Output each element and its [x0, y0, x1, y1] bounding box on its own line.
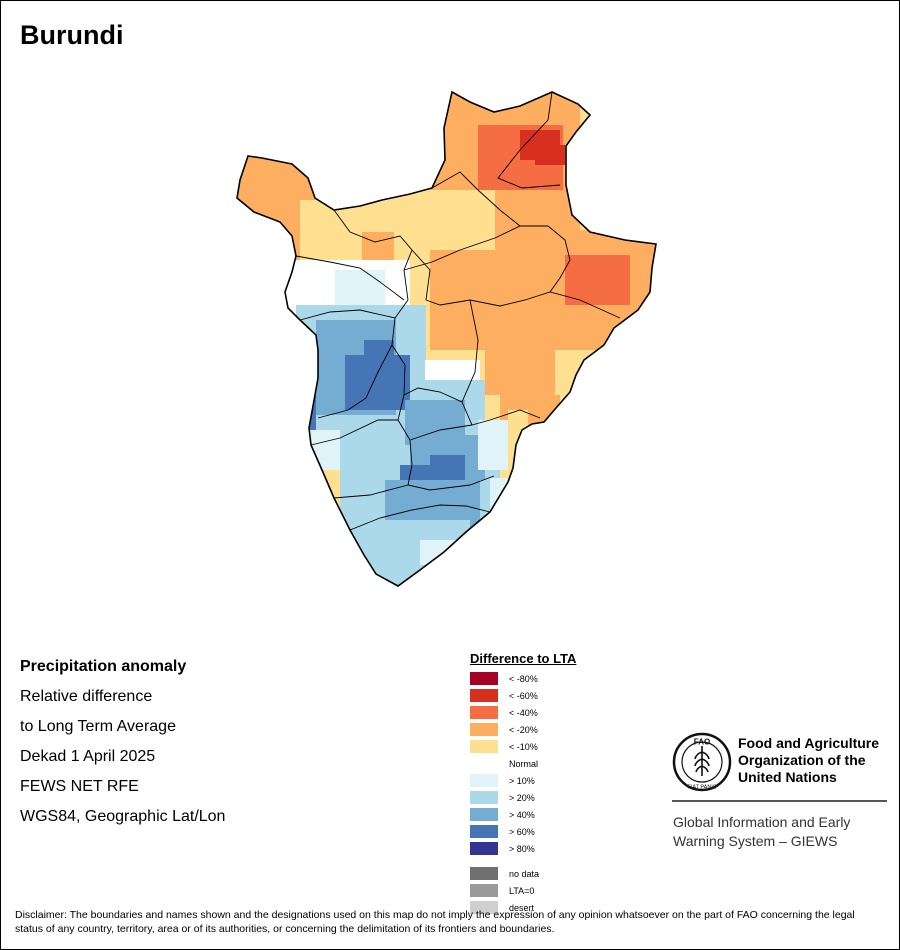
legend-label: > 40%	[509, 809, 535, 820]
legend-item: desert	[470, 899, 650, 916]
province-boundary	[461, 299, 479, 403]
org-name-line: United Nations	[738, 769, 837, 785]
legend-label: < -10%	[509, 741, 538, 752]
province-boundary	[333, 484, 409, 499]
legend-swatch	[470, 740, 498, 753]
legend-swatch	[470, 867, 498, 880]
legend-item: < -10%	[470, 738, 650, 755]
province-boundary	[497, 91, 561, 189]
legend-swatch	[470, 757, 498, 770]
org-name-line: Food and Agriculture	[738, 735, 880, 751]
legend-item: no data	[470, 865, 650, 882]
legend-swatch	[470, 672, 498, 685]
anomaly-cell	[478, 420, 508, 470]
province-boundary	[317, 317, 396, 419]
legend-label: > 10%	[509, 775, 535, 786]
anomaly-map	[236, 90, 657, 587]
anomaly-cell	[508, 410, 528, 480]
legend-item: < -20%	[470, 721, 650, 738]
legend-label: LTA=0	[509, 885, 535, 896]
anomaly-cell	[565, 255, 630, 305]
legend: Difference to LTA < -80% < -60% < -40% < -2…	[470, 651, 650, 916]
giews-label: Global Information and Early Warning Sys…	[673, 813, 850, 851]
legend-swatch	[470, 791, 498, 804]
province-boundary	[299, 299, 409, 321]
legend-swatch	[470, 706, 498, 719]
info-projection: WGS84, Geographic Lat/Lon	[20, 808, 226, 825]
legend-item: > 80%	[470, 840, 650, 857]
legend-label: < -60%	[509, 690, 538, 701]
province-boundary	[310, 419, 398, 446]
legend-label: < -20%	[509, 724, 538, 735]
fao-logo-motto: FIAT PANIS	[687, 785, 716, 791]
giews-line: Warning System – GIEWS	[673, 833, 838, 849]
anomaly-cell	[360, 520, 470, 586]
legend-swatch	[470, 884, 498, 897]
province-boundary	[349, 504, 491, 531]
legend-label: > 80%	[509, 843, 535, 854]
legend-item: > 60%	[470, 823, 650, 840]
legend-swatch	[470, 901, 498, 914]
info-date: Dekad 1 April 2025	[20, 748, 156, 765]
legend-label: Normal	[509, 758, 539, 769]
province-boundary	[403, 225, 571, 293]
anomaly-cell	[335, 270, 385, 310]
fao-logo-icon: FAO FIAT PANIS	[672, 732, 732, 792]
province-boundary	[411, 249, 621, 319]
legend-label: < -40%	[509, 707, 538, 718]
legend-swatch	[470, 808, 498, 821]
anomaly-cell	[485, 330, 555, 395]
legend-item: < -80%	[470, 670, 650, 687]
legend-swatch	[470, 774, 498, 787]
map-info: Precipitation anomaly Relative differenc…	[20, 656, 350, 836]
legend-special: no data LTA=0 desert	[470, 865, 650, 916]
legend-swatch	[470, 723, 498, 736]
legend-label: > 20%	[509, 792, 535, 803]
legend-label: > 60%	[509, 826, 535, 837]
info-heading: Precipitation anomaly	[20, 658, 187, 675]
legend-swatch	[470, 842, 498, 855]
province-boundary	[431, 171, 521, 227]
anomaly-cell	[364, 340, 394, 365]
legend-swatch	[470, 825, 498, 838]
legend-swatch	[470, 689, 498, 702]
info-line: to Long Term Average	[20, 718, 176, 735]
legend-item: LTA=0	[470, 882, 650, 899]
province-boundaries	[295, 91, 621, 531]
anomaly-cell	[410, 190, 495, 250]
anomaly-cell	[535, 145, 565, 165]
map-title: Burundi	[20, 20, 124, 50]
org-name-line: Organization of the	[738, 752, 866, 768]
legend-classes: < -80% < -60% < -40% < -20% < -10% Normal > 10…	[470, 670, 650, 857]
province-boundary	[295, 255, 405, 301]
legend-item: > 20%	[470, 789, 650, 806]
legend-item: < -40%	[470, 704, 650, 721]
legend-item: > 10%	[470, 772, 650, 789]
legend-label: no data	[509, 868, 540, 879]
info-source: FEWS NET RFE	[20, 778, 139, 795]
org-name: Food and Agriculture Organization of the…	[738, 735, 893, 786]
fao-logo-text: FAO	[694, 738, 710, 747]
legend-item: Normal	[470, 755, 650, 772]
anomaly-cell	[490, 478, 520, 518]
legend-title: Difference to LTA	[470, 651, 577, 666]
country-boundary	[236, 90, 657, 587]
giews-line: Global Information and Early	[673, 814, 851, 830]
legend-label: desert	[509, 902, 535, 913]
anomaly-cell	[420, 540, 470, 565]
info-line: Relative difference	[20, 688, 153, 705]
legend-item: < -60%	[470, 687, 650, 704]
legend-label: < -80%	[509, 673, 538, 684]
org-divider	[672, 800, 887, 802]
disclaimer: Disclaimer: The boundaries and names sho…	[15, 909, 855, 935]
province-boundary	[407, 439, 495, 491]
anomaly-cell	[300, 200, 340, 260]
legend-item: > 40%	[470, 806, 650, 823]
province-boundary	[391, 344, 541, 426]
